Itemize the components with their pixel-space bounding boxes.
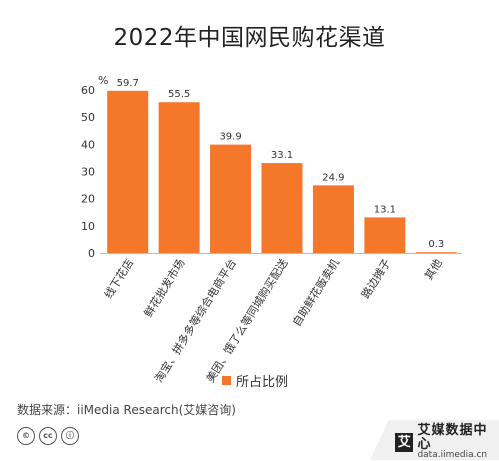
bar-value-label: 39.9 [219,132,241,143]
y-unit-label: % [98,74,108,87]
creative-commons-icon: cc [39,427,57,445]
bar [210,144,252,253]
brand-logo-icon: 艾 [395,432,414,452]
x-tick-label: 路边摊子 [358,256,393,301]
bar [312,185,354,253]
y-tick-label: 20 [81,193,95,206]
bar [261,163,303,253]
y-tick-label: 0 [88,247,95,260]
license-icons: © cc ⓘ [17,427,79,445]
x-tick-label: 鲜花批发市场 [141,256,188,319]
y-tick-label: 10 [81,220,95,233]
brand: 艾 艾媒数据中心 data.iimedia.cn [395,424,499,461]
legend-swatch [222,376,231,385]
bar-value-label: 59.7 [117,78,139,89]
bar-value-label: 24.9 [322,172,344,183]
bar-value-label: 13.1 [374,204,396,215]
bar [415,252,457,253]
bar-value-label: 55.5 [168,89,190,100]
bar [107,90,149,253]
copyright-icon: © [17,427,35,445]
bar-value-label: 0.3 [428,239,444,250]
legend-label: 所占比例 [236,375,289,390]
y-tick-label: 50 [81,111,95,124]
attribution-icon: ⓘ [61,427,79,445]
bar [158,102,200,253]
y-tick-label: 40 [81,138,95,151]
brand-url: data.iimedia.cn [417,450,488,461]
legend: 所占比例 [222,371,288,390]
bar [364,217,406,253]
x-tick-label: 其他 [422,257,445,283]
brand-name: 艾媒数据中心 [417,423,488,452]
data-source: 数据来源：iiMedia Research(艾媒咨询) [17,403,236,417]
bar-chart: %010203040506059.7线下花店55.5鲜花批发市场39.9淘宝、拼… [81,74,462,385]
y-tick-label: 30 [81,166,95,179]
bar-value-label: 33.1 [271,150,293,161]
x-tick-label: 自助鲜花贩卖机 [289,256,342,329]
x-tick-label: 线下花店 [101,256,136,301]
chart-title: 2022年中国网民购花渠道 [113,25,386,51]
y-tick-label: 60 [81,84,95,97]
